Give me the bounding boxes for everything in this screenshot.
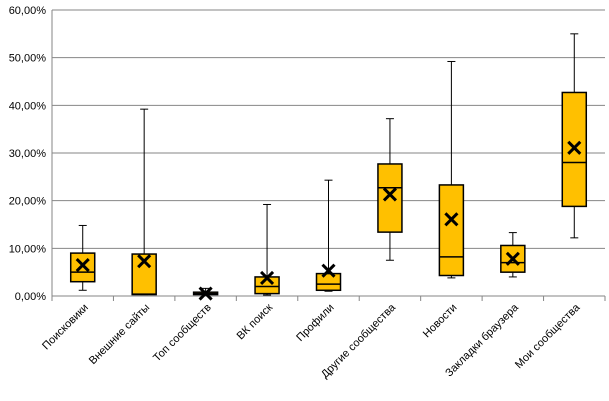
mean-marker [567,140,582,155]
x-category-label: Поисковики [40,302,91,353]
mean-marker [137,254,152,269]
mean-marker [259,270,275,285]
x-category-label: ВК поиск [235,302,276,343]
box-iqr [438,184,465,277]
mean-marker [505,251,520,266]
box-iqr [69,252,96,283]
x-category-label: Профили [294,302,336,344]
y-tick-label: 20,00% [9,196,47,208]
x-category-label: Топ сообществ [151,302,214,365]
y-tick-label: 30,00% [9,148,47,160]
mean-marker [198,286,213,301]
y-tick-label: 50,00% [9,53,47,65]
x-category-label: Внешние сайты [87,302,152,367]
y-tick-label: 10,00% [9,243,47,255]
x-category-label: Новости [421,302,460,341]
mean-marker [382,187,398,202]
mean-marker [75,257,90,273]
y-tick-label: 0,00% [15,291,46,303]
mean-marker [321,263,336,278]
y-tick-label: 40,00% [9,100,47,112]
box-iqr [377,163,403,233]
x-category-label: Мои сообщества [513,301,583,371]
box-iqr [315,272,342,292]
y-tick-label: 60,00% [9,5,47,17]
mean-marker [444,212,459,227]
